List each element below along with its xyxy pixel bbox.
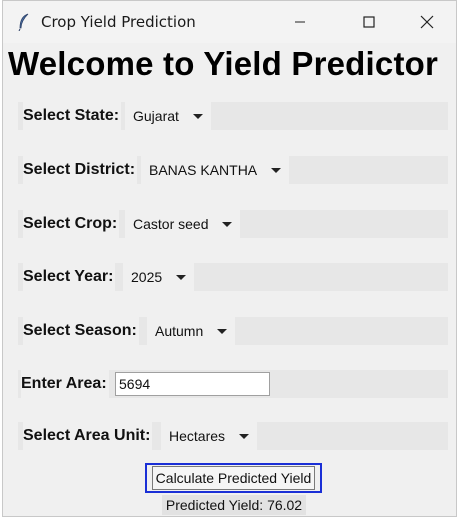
chevron-down-icon: [176, 274, 187, 280]
year-dropdown[interactable]: 2025: [123, 263, 195, 291]
crop-row: Select Crop: Castor seed: [18, 210, 448, 238]
area-row: Enter Area: 5694: [18, 370, 448, 398]
year-value: 2025: [131, 269, 163, 285]
crop-value: Castor seed: [133, 216, 209, 232]
state-value: Gujarat: [133, 108, 179, 124]
minimize-icon: [295, 21, 305, 23]
season-row: Select Season: Autumn: [18, 317, 448, 345]
predicted-yield-result: Predicted Yield: 76.02: [162, 495, 306, 515]
chevron-down-icon: [271, 167, 282, 173]
chevron-down-icon: [192, 113, 203, 119]
window-title: Crop Yield Prediction: [41, 13, 196, 31]
page-title: Welcome to Yield Predictor: [8, 45, 439, 82]
state-label: Select State:: [23, 102, 122, 130]
chevron-down-icon: [239, 433, 250, 439]
calculate-button[interactable]: Calculate Predicted Yield: [145, 463, 322, 493]
district-value: BANAS KANTHA: [149, 162, 258, 178]
crop-dropdown[interactable]: Castor seed: [125, 210, 241, 238]
season-label: Select Season:: [23, 317, 139, 345]
district-row: Select District: BANAS KANTHA: [18, 156, 448, 184]
year-label: Select Year:: [23, 263, 116, 291]
close-button[interactable]: [404, 1, 450, 43]
maximize-button[interactable]: [346, 1, 392, 43]
area-unit-label: Select Area Unit:: [23, 422, 153, 450]
district-label: Select District:: [23, 156, 138, 184]
district-dropdown[interactable]: BANAS KANTHA: [141, 156, 290, 184]
crop-label: Select Crop:: [23, 210, 120, 238]
title-bar[interactable]: Crop Yield Prediction: [3, 1, 456, 43]
minimize-button[interactable]: [277, 1, 323, 43]
close-icon: [420, 15, 434, 29]
form-area: Welcome to Yield Predictor Select State:…: [6, 45, 453, 515]
area-unit-value: Hectares: [169, 428, 226, 444]
season-dropdown[interactable]: Autumn: [147, 317, 236, 345]
season-value: Autumn: [155, 323, 204, 339]
area-unit-dropdown[interactable]: Hectares: [161, 422, 258, 450]
chevron-down-icon: [222, 221, 233, 227]
area-unit-row: Select Area Unit: Hectares: [18, 422, 448, 450]
state-dropdown[interactable]: Gujarat: [125, 102, 211, 130]
maximize-icon: [363, 16, 375, 28]
area-input[interactable]: 5694: [115, 372, 270, 396]
chevron-down-icon: [217, 328, 228, 334]
area-label: Enter Area:: [21, 370, 109, 398]
calculate-button-label: Calculate Predicted Yield: [151, 466, 316, 490]
feather-icon: [17, 13, 31, 32]
year-row: Select Year: 2025: [18, 263, 448, 291]
state-row: Select State: Gujarat: [18, 102, 448, 130]
